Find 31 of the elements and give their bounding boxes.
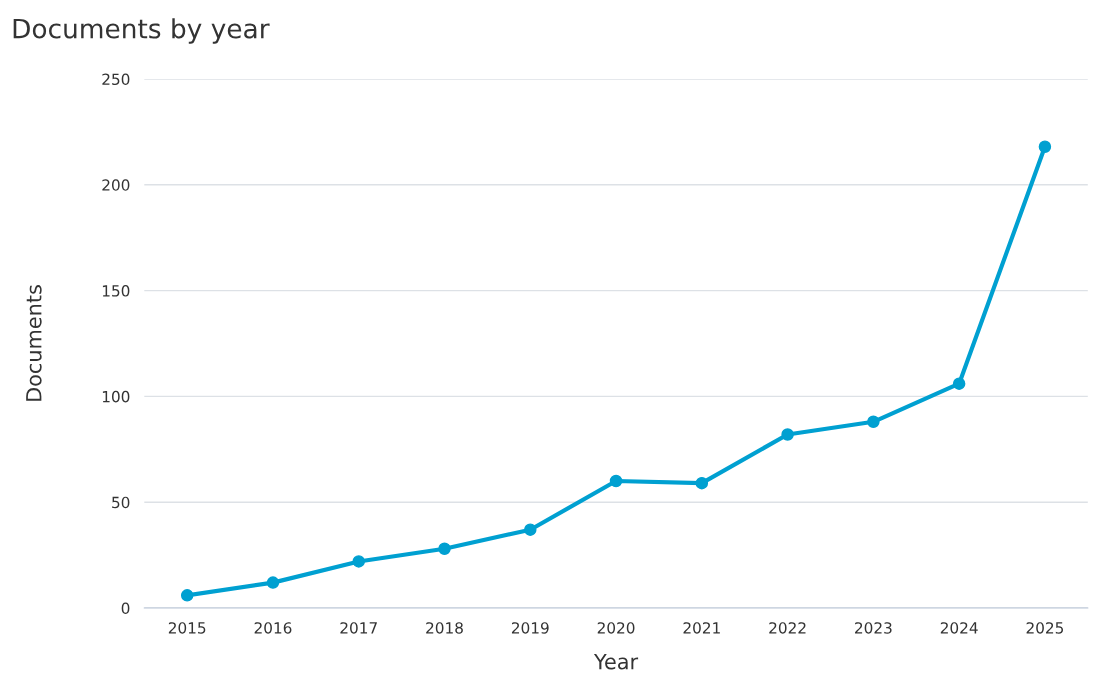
point <box>180 589 194 602</box>
x-tick-label: 2022 <box>769 622 806 634</box>
y-tick-label: 100 <box>102 390 130 403</box>
x-tick-label: 2018 <box>426 622 463 634</box>
point <box>266 576 280 589</box>
y-tick-label: 50 <box>112 496 130 509</box>
point <box>438 542 451 555</box>
x-tick-label: 2015 <box>168 622 206 634</box>
y-tick-label: 150 <box>102 285 130 297</box>
point <box>1038 140 1052 153</box>
y-axis-title: Documents <box>26 285 42 401</box>
x-tick-label: 2020 <box>597 622 635 634</box>
x-tick-label: 2024 <box>940 622 978 634</box>
x-tick-label: 2019 <box>511 622 549 634</box>
point <box>867 415 880 429</box>
point <box>524 523 537 536</box>
y-tick-label: 200 <box>102 179 130 191</box>
x-tick-label: 2017 <box>340 622 377 634</box>
y-tick-label: 250 <box>102 73 130 86</box>
point <box>352 555 365 568</box>
point <box>695 476 709 490</box>
x-axis-title: Year <box>593 653 639 670</box>
point <box>952 377 966 390</box>
x-tick-label: 2016 <box>254 622 292 634</box>
point <box>781 428 794 441</box>
x-tick-label: 2025 <box>1026 622 1064 634</box>
point <box>609 474 623 488</box>
chart-title: Documents by year <box>13 18 270 44</box>
x-tick-label: 2021 <box>683 622 720 634</box>
x-tick-label: 2023 <box>855 622 892 634</box>
y-tick-label: 0 <box>121 602 130 615</box>
